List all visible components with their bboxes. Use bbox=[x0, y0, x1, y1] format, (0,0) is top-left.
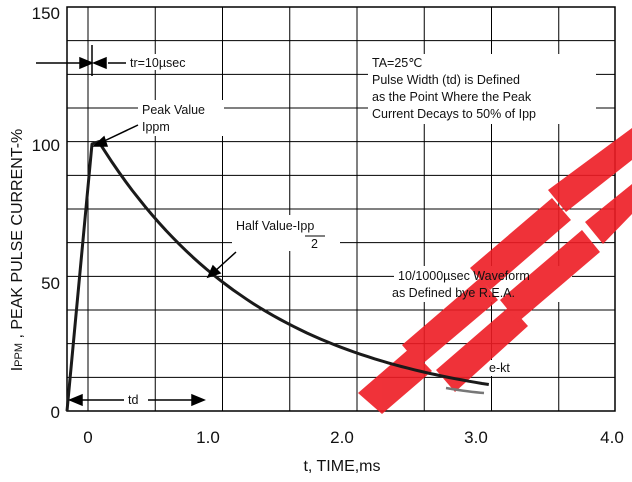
rise-time-label: tr=10µsec bbox=[130, 56, 186, 70]
x-tick-label: 3.0 bbox=[464, 428, 488, 447]
y-axis-title-main: I bbox=[9, 367, 26, 371]
half-value-denominator: 2 bbox=[311, 237, 318, 251]
ta-note: TA=25℃ bbox=[372, 56, 422, 70]
y-tick-label: 0 bbox=[51, 403, 60, 422]
peak-value-label: Peak Value bbox=[142, 103, 205, 117]
annotation-bg bbox=[126, 54, 210, 70]
y-axis-title: IPPM , PEAK PULSE CURRENT-% bbox=[9, 129, 26, 372]
pulse-width-note-line2: as the Point Where the Peak bbox=[372, 90, 532, 104]
annotation-bg bbox=[486, 360, 526, 376]
y-axis-title-rest: , PEAK PULSE CURRENT-% bbox=[9, 129, 26, 343]
annotation-bg bbox=[138, 100, 224, 136]
peak-value-sublabel: Ippm bbox=[142, 120, 170, 134]
pulse-waveform-curve bbox=[65, 140, 490, 412]
annotation-bg bbox=[368, 54, 596, 124]
td-marker bbox=[68, 393, 206, 407]
td-label: td bbox=[128, 393, 138, 407]
x-axis-title: t, TIME,ms bbox=[303, 458, 380, 475]
waveform-tail bbox=[445, 386, 485, 395]
x-tick-label: 0 bbox=[83, 428, 92, 447]
decay-function-label: e-kt bbox=[489, 361, 510, 375]
pulse-width-note-line1: Pulse Width (td) is Defined bbox=[372, 73, 520, 87]
annotation-bg bbox=[124, 392, 154, 408]
watermark-logo bbox=[358, 128, 632, 414]
x-tick-label: 1.0 bbox=[196, 428, 220, 447]
pulse-width-note-line3: Current Decays to 50% of Ipp bbox=[372, 107, 536, 121]
y-tick-label: 150 bbox=[32, 4, 60, 23]
half-value-arrow bbox=[206, 251, 237, 279]
peak-arrow bbox=[92, 124, 139, 147]
x-tick-label: 4.0 bbox=[600, 428, 624, 447]
y-tick-label: 100 bbox=[32, 136, 60, 155]
y-tick-label: 50 bbox=[41, 274, 60, 293]
waveform-note-line1: 10/1000µsec Waveform bbox=[398, 269, 530, 283]
half-value-label: Half Value-Ipp bbox=[236, 219, 314, 233]
x-tick-label: 2.0 bbox=[330, 428, 354, 447]
rise-time-marker bbox=[36, 45, 126, 76]
waveform-note-line2: as Defined bye R.E.A. bbox=[392, 286, 515, 300]
y-axis-title-sub: PPM bbox=[13, 343, 25, 367]
annotation-bg bbox=[232, 215, 340, 251]
